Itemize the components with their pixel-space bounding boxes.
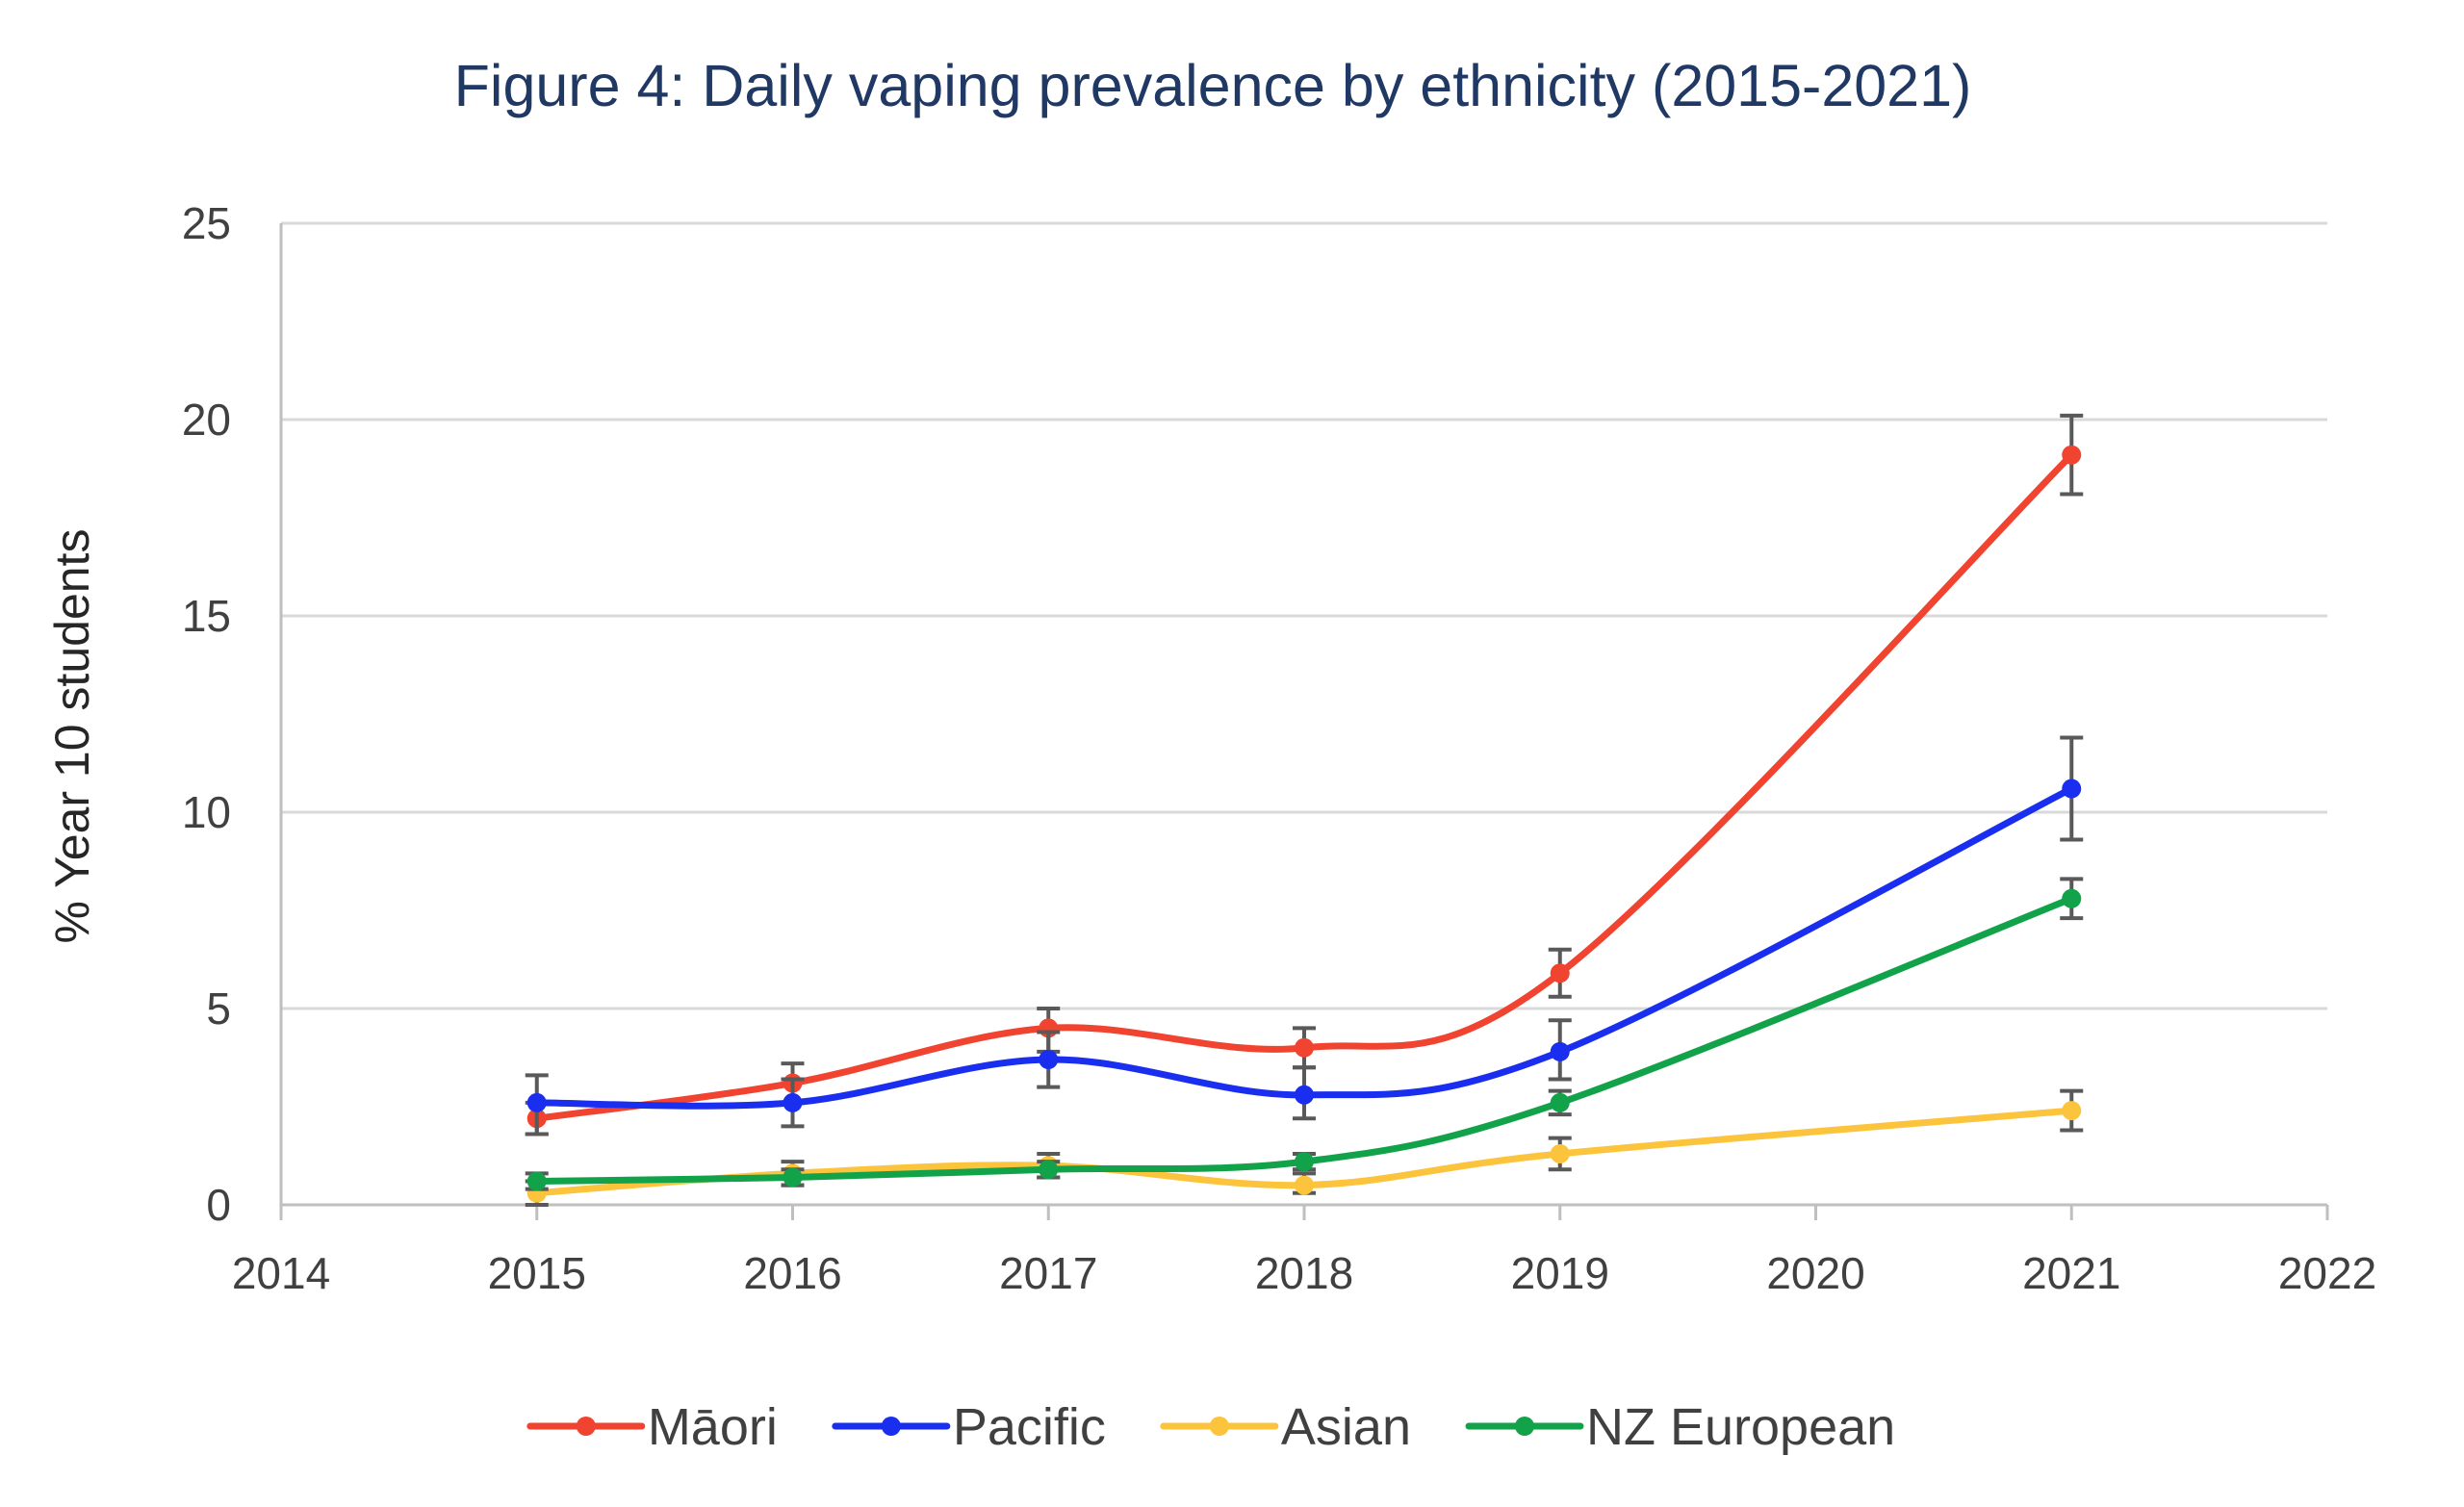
legend-label: NZ European	[1586, 1398, 1895, 1456]
x-tick-label: 2021	[2022, 1248, 2120, 1298]
legend-label: Asian	[1281, 1398, 1411, 1456]
x-tick-label: 2017	[999, 1248, 1097, 1298]
gridlines	[281, 221, 2327, 1010]
data-point	[2062, 445, 2082, 465]
data-point	[1550, 1041, 1570, 1061]
series-nz-european	[525, 877, 2084, 1191]
data-point	[1550, 963, 1570, 983]
legend-swatch-marker	[1514, 1417, 1534, 1436]
y-tick-label: 0	[206, 1180, 231, 1230]
y-axis-title: % Year 10 students	[45, 529, 99, 944]
y-tick-label: 25	[182, 198, 231, 248]
x-tick-label: 2015	[488, 1248, 586, 1298]
data-point	[783, 1167, 803, 1188]
series-line	[533, 451, 2075, 1122]
legend-item-pacific: Pacific	[832, 1398, 1106, 1456]
data-point	[2062, 1101, 2082, 1121]
data-point	[1295, 1085, 1314, 1105]
x-tick-label: 2020	[1766, 1248, 1864, 1298]
data-point	[2062, 779, 2082, 799]
x-tick-label: 2019	[1511, 1248, 1609, 1298]
data-point	[1550, 1092, 1570, 1112]
data-point	[2062, 888, 2082, 908]
y-tick-label: 5	[206, 983, 231, 1034]
chart-title: Figure 4: Daily vaping prevalence by eth…	[454, 53, 1972, 118]
series-lines	[525, 413, 2084, 1207]
data-point	[1039, 1160, 1059, 1180]
y-tick-label: 10	[182, 787, 231, 837]
legend-swatch-marker	[1209, 1417, 1229, 1436]
data-point	[783, 1092, 803, 1112]
legend-label: Māori	[648, 1398, 778, 1456]
series-line	[533, 785, 2075, 1110]
data-point	[526, 1092, 547, 1112]
legend-label: Pacific	[953, 1398, 1106, 1456]
data-point	[1295, 1037, 1314, 1058]
data-point	[1550, 1143, 1570, 1163]
series-m-ori	[525, 413, 2084, 1137]
series-pacific	[525, 735, 2084, 1137]
x-tick-label: 2018	[1255, 1248, 1353, 1298]
legend-swatch-marker	[576, 1417, 596, 1436]
legend-item-asian: Asian	[1160, 1398, 1411, 1456]
x-tick-label: 2022	[2278, 1248, 2376, 1298]
y-tick-label: 20	[182, 395, 231, 445]
data-point	[1039, 1050, 1059, 1070]
y-tick-label: 15	[182, 591, 231, 641]
legend: Māori Pacific Asian NZ European	[526, 1398, 1895, 1456]
legend-item-nz-european: NZ European	[1465, 1398, 1895, 1456]
axes: 0 5 10 15 20 25 2014 2015 2016 2017 2018 2019 2020 20…	[182, 198, 2376, 1298]
data-point	[1295, 1175, 1314, 1195]
data-point	[1295, 1152, 1314, 1172]
legend-swatch-marker	[881, 1417, 901, 1436]
x-tick-label: 2014	[232, 1248, 330, 1298]
data-point	[526, 1171, 547, 1191]
legend-item-m-ori: Māori	[526, 1398, 778, 1456]
series-line	[533, 895, 2075, 1186]
x-tick-label: 2016	[743, 1248, 841, 1298]
